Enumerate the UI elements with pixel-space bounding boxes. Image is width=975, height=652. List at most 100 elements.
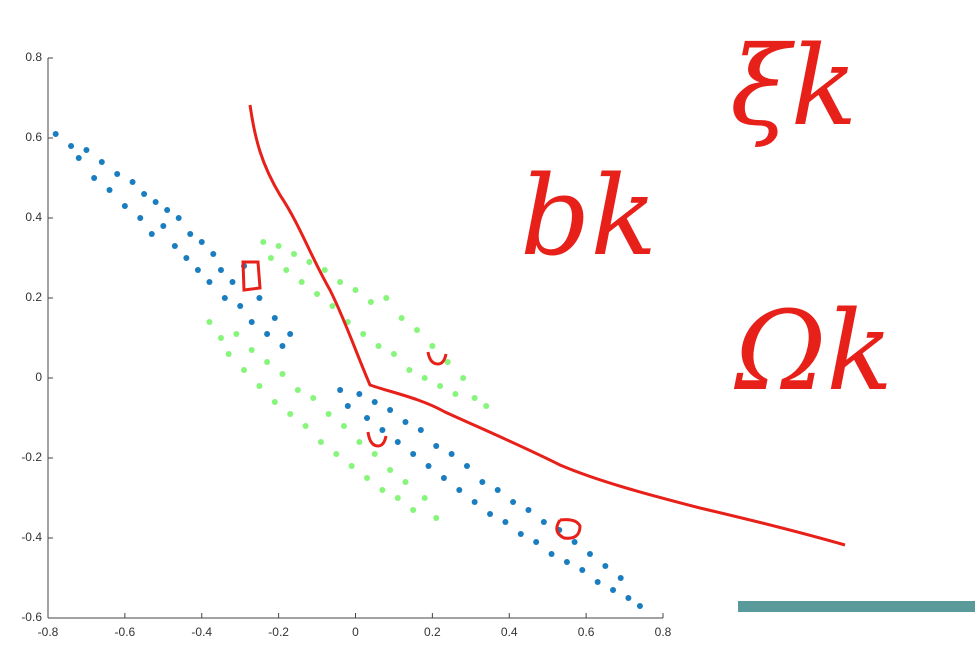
point	[636, 603, 643, 609]
point	[406, 367, 413, 373]
point	[183, 255, 190, 261]
point	[387, 467, 394, 473]
point	[371, 451, 378, 457]
point	[483, 403, 490, 409]
progress-bar	[738, 601, 975, 612]
point	[306, 259, 313, 265]
point	[471, 499, 478, 505]
point	[314, 291, 321, 297]
point	[525, 507, 532, 513]
point	[548, 551, 555, 557]
point	[337, 279, 344, 285]
point	[364, 415, 371, 421]
point	[460, 375, 467, 381]
point	[114, 171, 121, 177]
point	[344, 403, 351, 409]
point	[237, 303, 244, 309]
point	[271, 399, 278, 405]
point	[294, 387, 301, 393]
point	[98, 159, 105, 165]
point	[298, 279, 305, 285]
point	[364, 475, 371, 481]
point	[502, 519, 509, 525]
point	[494, 487, 501, 493]
point	[275, 243, 282, 249]
point	[194, 267, 201, 273]
point	[510, 499, 517, 505]
point	[421, 495, 428, 501]
y-tick-label: 0.6	[25, 130, 42, 144]
point	[160, 223, 167, 229]
point	[310, 395, 317, 401]
point	[333, 451, 340, 457]
point	[417, 427, 424, 433]
point	[617, 575, 624, 581]
point	[171, 243, 178, 249]
point	[229, 279, 236, 285]
point	[356, 439, 363, 445]
x-tick-label: 0.6	[578, 625, 595, 639]
point	[437, 383, 444, 389]
x-tick-label: 0.2	[424, 625, 441, 639]
point	[206, 319, 213, 325]
point	[487, 511, 494, 517]
point	[429, 343, 436, 349]
point	[433, 515, 440, 521]
point	[402, 419, 409, 425]
point	[129, 179, 136, 185]
point	[571, 539, 578, 545]
point	[352, 287, 359, 293]
point	[414, 327, 420, 333]
point	[52, 131, 59, 137]
point	[271, 315, 278, 321]
point	[264, 359, 271, 365]
point	[425, 463, 432, 469]
point	[367, 299, 374, 305]
x-tick-label: -0.8	[38, 625, 59, 639]
point	[321, 267, 328, 273]
point	[137, 215, 144, 221]
point	[206, 279, 213, 285]
point	[398, 315, 405, 321]
point	[68, 143, 75, 149]
point	[421, 375, 428, 381]
point	[579, 567, 586, 573]
point	[329, 303, 336, 309]
point	[91, 175, 98, 181]
point	[410, 507, 417, 513]
point	[141, 191, 148, 197]
y-tick-label: -0.4	[21, 530, 42, 544]
point	[256, 295, 263, 301]
centroid-marks	[241, 260, 582, 540]
point	[563, 559, 570, 565]
point	[625, 595, 632, 601]
point	[390, 351, 397, 357]
point	[383, 295, 390, 301]
point	[360, 331, 367, 337]
point	[217, 267, 224, 273]
point	[533, 539, 540, 545]
point	[479, 479, 486, 485]
point	[394, 495, 401, 501]
point	[440, 475, 447, 481]
y-tick-label: 0	[35, 370, 42, 384]
point	[410, 451, 417, 457]
point	[291, 251, 297, 257]
point	[260, 239, 267, 245]
y-tick-label: -0.6	[21, 610, 42, 624]
point	[221, 295, 228, 301]
point	[287, 411, 294, 417]
point	[279, 371, 286, 377]
boundary-curve	[248, 104, 846, 547]
point	[248, 347, 255, 353]
x-tick-label: -0.2	[268, 625, 289, 639]
point	[187, 231, 194, 237]
point	[267, 255, 274, 261]
point	[210, 251, 217, 257]
point	[121, 203, 128, 209]
annotation: bk	[520, 152, 657, 280]
point	[375, 343, 382, 349]
point	[279, 343, 286, 349]
point	[241, 367, 248, 373]
y-tick-label: 0.8	[25, 50, 42, 64]
